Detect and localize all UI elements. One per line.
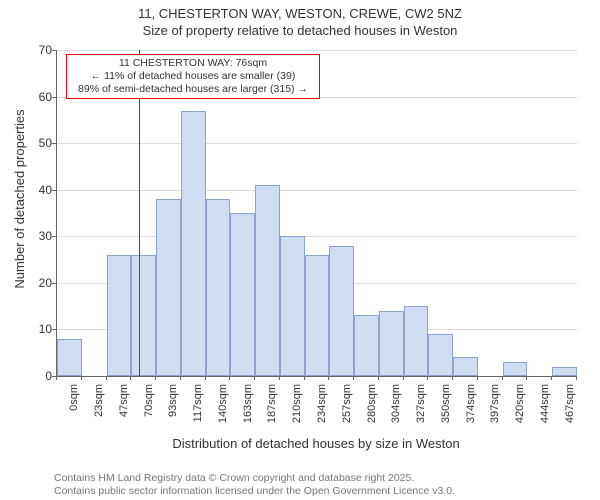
y-tick-label: 50 [12, 136, 52, 150]
x-tick-mark [328, 376, 329, 380]
footer-attribution: Contains HM Land Registry data © Crown c… [54, 472, 455, 498]
x-tick-label: 47sqm [118, 384, 130, 424]
x-tick-label: 397sqm [489, 384, 501, 424]
histogram-bar [255, 185, 280, 376]
histogram-bar [156, 199, 181, 376]
histogram-bar [329, 246, 354, 376]
x-tick-mark [477, 376, 478, 380]
histogram-bar [280, 236, 305, 376]
x-tick-label: 374sqm [465, 384, 477, 424]
x-tick-mark [205, 376, 206, 380]
x-tick-label: 420sqm [514, 384, 526, 424]
gridline [57, 190, 577, 191]
histogram-bar [107, 255, 132, 376]
x-tick-label: 70sqm [143, 384, 155, 424]
y-tick-mark [52, 283, 56, 284]
annotation-line: 89% of semi-detached houses are larger (… [71, 83, 315, 96]
y-tick-mark [52, 97, 56, 98]
histogram-bar [354, 315, 379, 376]
x-axis-label: Distribution of detached houses by size … [56, 436, 576, 451]
x-tick-label: 257sqm [341, 384, 353, 424]
x-tick-mark [427, 376, 428, 380]
y-tick-mark [52, 190, 56, 191]
x-tick-mark [130, 376, 131, 380]
x-tick-label: 350sqm [440, 384, 452, 424]
x-tick-label: 444sqm [539, 384, 551, 424]
x-tick-mark [502, 376, 503, 380]
gridline [57, 236, 577, 237]
x-tick-label: 280sqm [366, 384, 378, 424]
footer-line2: Contains public sector information licen… [54, 485, 455, 498]
histogram-bar [552, 367, 577, 376]
x-tick-mark [279, 376, 280, 380]
y-tick-label: 20 [12, 276, 52, 290]
x-tick-label: 117sqm [192, 384, 204, 424]
y-tick-mark [52, 50, 56, 51]
histogram-bar [428, 334, 453, 376]
x-tick-mark [378, 376, 379, 380]
annotation-line: ← 11% of detached houses are smaller (39… [71, 70, 315, 83]
y-tick-label: 40 [12, 183, 52, 197]
histogram-bar [230, 213, 255, 376]
x-tick-mark [56, 376, 57, 380]
x-tick-label: 304sqm [390, 384, 402, 424]
x-tick-label: 210sqm [291, 384, 303, 424]
y-tick-label: 70 [12, 43, 52, 57]
y-tick-mark [52, 329, 56, 330]
x-tick-label: 23sqm [93, 384, 105, 424]
x-tick-label: 327sqm [415, 384, 427, 424]
footer-line1: Contains HM Land Registry data © Crown c… [54, 472, 455, 485]
x-tick-label: 140sqm [217, 384, 229, 424]
x-tick-label: 0sqm [68, 384, 80, 424]
y-tick-label: 60 [12, 90, 52, 104]
histogram-bar [453, 357, 478, 376]
annotation-box: 11 CHESTERTON WAY: 76sqm← 11% of detache… [66, 54, 320, 99]
histogram-bar [404, 306, 429, 376]
x-tick-mark [526, 376, 527, 380]
x-tick-mark [403, 376, 404, 380]
x-tick-label: 467sqm [564, 384, 576, 424]
gridline [57, 50, 577, 51]
y-tick-label: 10 [12, 322, 52, 336]
x-tick-mark [254, 376, 255, 380]
x-tick-mark [304, 376, 305, 380]
gridline [57, 143, 577, 144]
x-tick-label: 234sqm [316, 384, 328, 424]
x-tick-mark [551, 376, 552, 380]
x-tick-mark [81, 376, 82, 380]
histogram-bar [305, 255, 330, 376]
x-tick-mark [576, 376, 577, 380]
x-tick-mark [452, 376, 453, 380]
x-tick-label: 93sqm [167, 384, 179, 424]
histogram-bar [379, 311, 404, 376]
x-tick-mark [106, 376, 107, 380]
x-tick-mark [229, 376, 230, 380]
title-line1: 11, CHESTERTON WAY, WESTON, CREWE, CW2 5… [0, 6, 600, 23]
x-tick-label: 187sqm [266, 384, 278, 424]
histogram-bar [181, 111, 206, 376]
histogram-bar [131, 255, 156, 376]
histogram-bar [206, 199, 231, 376]
title-line2: Size of property relative to detached ho… [0, 23, 600, 40]
x-tick-label: 163sqm [242, 384, 254, 424]
y-tick-mark [52, 143, 56, 144]
annotation-line: 11 CHESTERTON WAY: 76sqm [71, 57, 315, 70]
x-tick-mark [180, 376, 181, 380]
histogram-bar [57, 339, 82, 376]
x-tick-mark [155, 376, 156, 380]
y-tick-mark [52, 236, 56, 237]
histogram-bar [503, 362, 528, 376]
y-tick-label: 30 [12, 229, 52, 243]
histogram-chart: Number of detached properties Distributi… [0, 44, 600, 444]
x-tick-mark [353, 376, 354, 380]
y-tick-label: 0 [12, 369, 52, 383]
